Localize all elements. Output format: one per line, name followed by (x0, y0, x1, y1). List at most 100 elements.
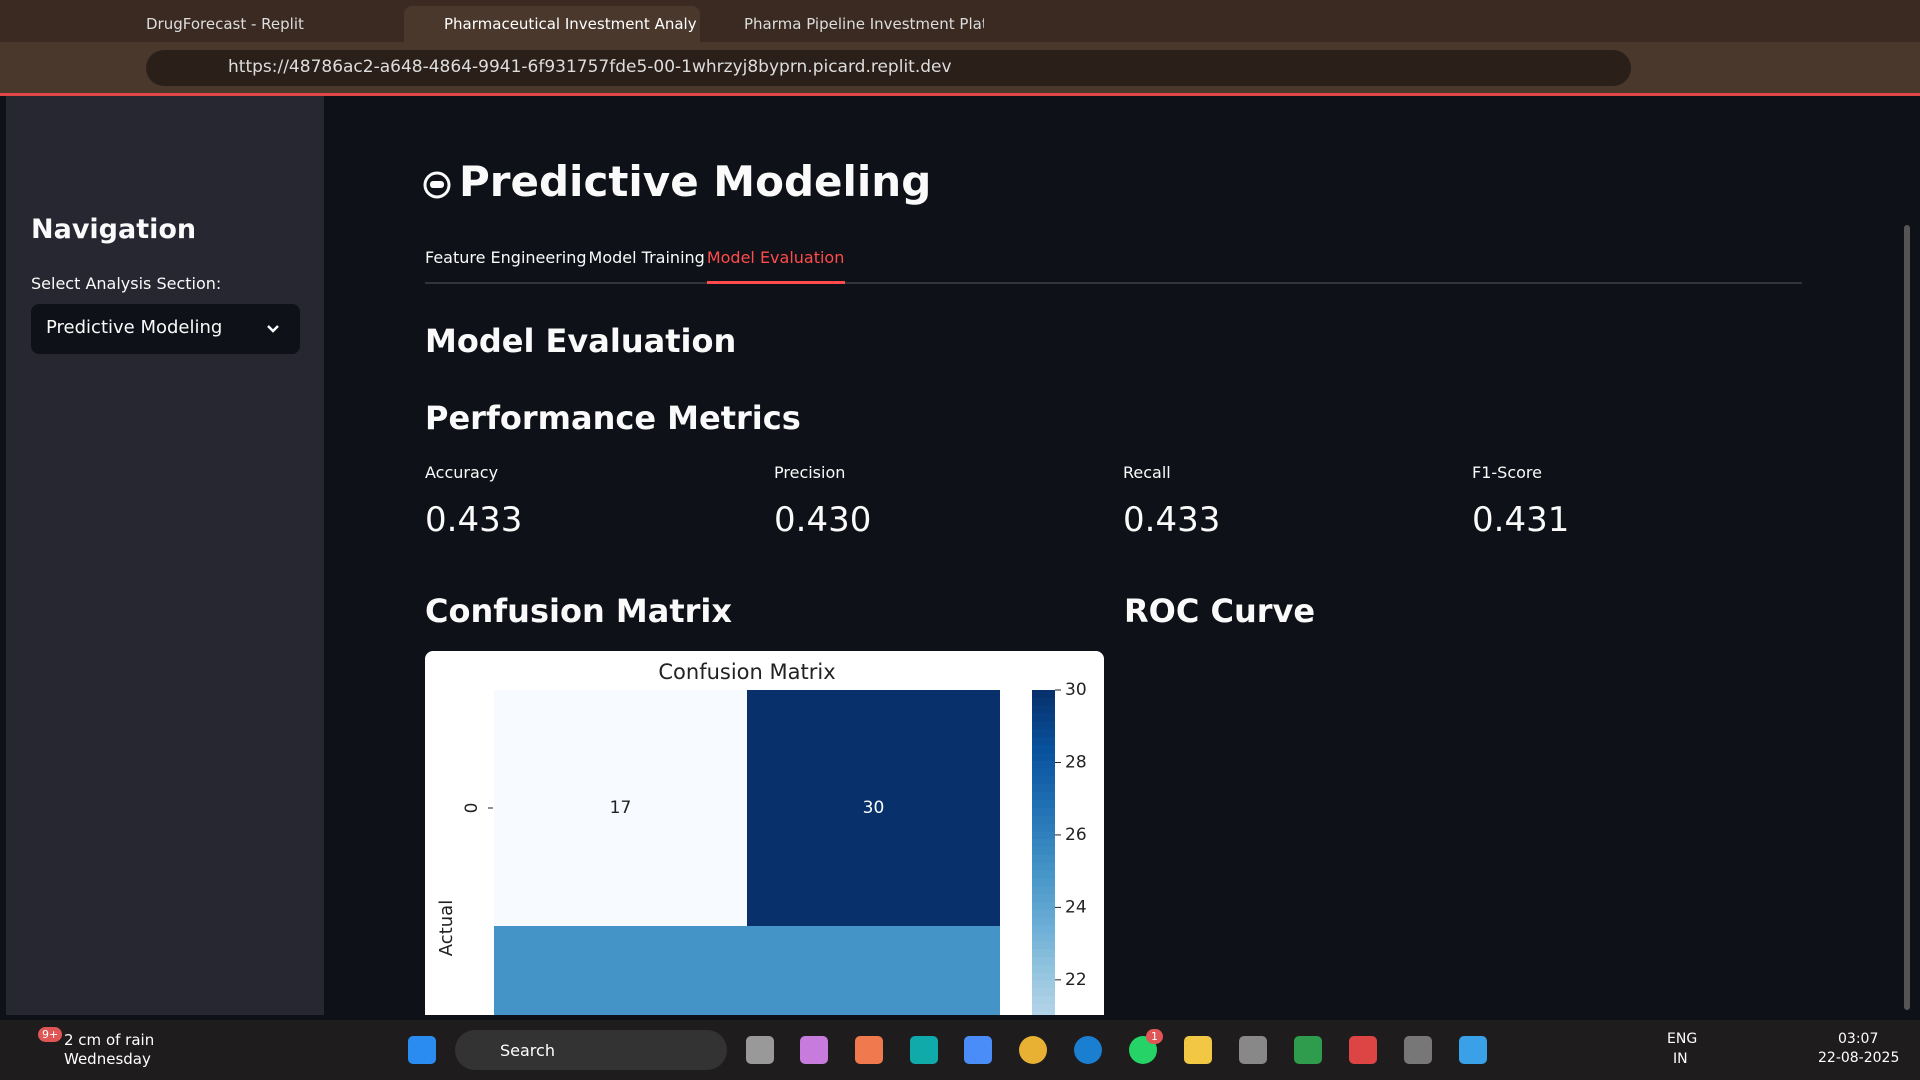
cell-label: 17 (610, 798, 632, 818)
colorbar-segment (1032, 760, 1055, 769)
cell-label: 30 (863, 798, 885, 818)
app-icon[interactable] (1074, 1036, 1102, 1064)
metric-value: 0.433 (1123, 500, 1221, 540)
tab-rule (425, 282, 1802, 284)
app-icon[interactable] (964, 1036, 992, 1064)
colorbar-segment (1032, 697, 1055, 707)
tab-list: Feature Engineering Model Training Model E… (425, 248, 846, 267)
heatmap-cell (494, 926, 747, 1015)
colorbar-segment (1032, 996, 1055, 1005)
app-icon[interactable] (1019, 1036, 1047, 1064)
colorbar-tick-label: 30 (1065, 680, 1087, 700)
select-box[interactable] (31, 304, 300, 354)
colorbar-segment (1032, 862, 1055, 872)
tab[interactable]: Model Training (588, 248, 705, 267)
metric-value: 0.430 (774, 500, 872, 540)
app-icon[interactable] (746, 1036, 774, 1064)
app-icon[interactable] (855, 1036, 883, 1064)
colorbar-segment (1032, 823, 1055, 832)
heatmap-cell (747, 690, 1000, 926)
colorbar-segment (1032, 721, 1055, 730)
y-axis-label: Actual (436, 900, 457, 956)
tab[interactable]: Feature Engineering (425, 248, 587, 267)
heatmap-cell (747, 926, 1000, 1015)
app-icon[interactable] (800, 1036, 828, 1064)
url[interactable]: https://48786ac2-a648-4864-9941-6f931757… (228, 57, 952, 77)
badge: 1 (1146, 1029, 1163, 1044)
metric-value: 0.431 (1472, 500, 1570, 540)
metrics-title: Performance Metrics (425, 399, 801, 437)
colorbar-segment (1032, 752, 1055, 762)
clock-date[interactable]: 22-08-2025 (1818, 1050, 1900, 1066)
progress-line (0, 93, 1920, 96)
colorbar-segment (1032, 713, 1055, 722)
app-icon (423, 171, 451, 199)
chart-title: Confusion Matrix (658, 660, 835, 684)
metric-label: Accuracy (425, 463, 499, 482)
browser-tab[interactable]: DrugForecast - Replit (146, 15, 304, 33)
colorbar-segment (1032, 901, 1055, 911)
app-icon[interactable] (1349, 1036, 1377, 1064)
select-label: Select Analysis Section: (31, 274, 222, 293)
colorbar-segment (1032, 729, 1055, 738)
colorbar-segment (1032, 815, 1055, 824)
app-icon[interactable] (1239, 1036, 1267, 1064)
browser-tab[interactable]: Pharmaceutical Investment Analy (404, 6, 700, 42)
colorbar-segment (1032, 870, 1055, 879)
start-icon[interactable] (408, 1036, 436, 1064)
weather[interactable]: 2 cm of rain (64, 1031, 155, 1049)
select-value[interactable]: Predictive Modeling (46, 317, 223, 338)
app-icon[interactable] (1404, 1036, 1432, 1064)
section-title: Model Evaluation (425, 322, 737, 360)
colorbar-segment (1032, 768, 1055, 777)
colorbar-segment (1032, 964, 1055, 974)
colorbar-segment (1032, 933, 1055, 942)
colorbar-segment (1032, 744, 1055, 754)
colorbar-segment (1032, 980, 1055, 989)
url-field[interactable] (146, 50, 1631, 86)
colorbar-tick-label: 24 (1065, 897, 1087, 917)
colorbar-tick-label: 26 (1065, 825, 1087, 845)
colorbar-segment (1032, 1004, 1055, 1013)
metric-label: F1-Score (1472, 463, 1542, 482)
colorbar-segment (1032, 784, 1055, 793)
language[interactable]: ENG (1667, 1031, 1698, 1047)
colorbar-segment (1032, 847, 1055, 856)
browser-tab[interactable]: Pharma Pipeline Investment Platfo (744, 15, 984, 33)
colorbar-segment (1032, 737, 1055, 746)
active-tab-line (707, 281, 845, 284)
colorbar-segment (1032, 854, 1055, 864)
metric-label: Precision (774, 463, 846, 482)
sidebar (6, 96, 324, 1015)
colorbar-segment (1032, 917, 1055, 926)
badge: 9+ (38, 1027, 63, 1042)
chevron (267, 325, 279, 333)
colorbar-segment (1032, 792, 1055, 801)
app-icon[interactable] (1459, 1036, 1487, 1064)
metric-label: Recall (1123, 463, 1171, 482)
colorbar-segment (1032, 925, 1055, 934)
colorbar-segment (1032, 690, 1055, 699)
heatmap-chart: Confusion Matrix 17 30 0 Actual 22 24 26 28 30 (425, 651, 1104, 1015)
search-box[interactable] (455, 1030, 727, 1070)
search-text[interactable]: Search (500, 1041, 555, 1060)
colorbar-segment (1032, 839, 1055, 848)
colorbar-segment (1032, 941, 1055, 950)
clock-time[interactable]: 03:07 (1838, 1031, 1879, 1047)
page-title: Predictive Modeling (459, 157, 932, 206)
colorbar-segment (1032, 1011, 1055, 1015)
app-icon[interactable] (1294, 1036, 1322, 1064)
colorbar-segment (1032, 972, 1055, 981)
app-icon[interactable] (910, 1036, 938, 1064)
taskbar (0, 1020, 1920, 1080)
colorbar-tick-label: 22 (1065, 970, 1087, 990)
colorbar-segment (1032, 705, 1055, 715)
region[interactable]: IN (1673, 1051, 1688, 1067)
tab[interactable]: Model Evaluation (706, 248, 845, 267)
weather-day[interactable]: Wednesday (64, 1050, 151, 1068)
roc-title: ROC Curve (1124, 592, 1316, 630)
app-icon[interactable] (1184, 1036, 1212, 1064)
colorbar-segment (1032, 831, 1055, 840)
metric-value: 0.433 (425, 500, 523, 540)
